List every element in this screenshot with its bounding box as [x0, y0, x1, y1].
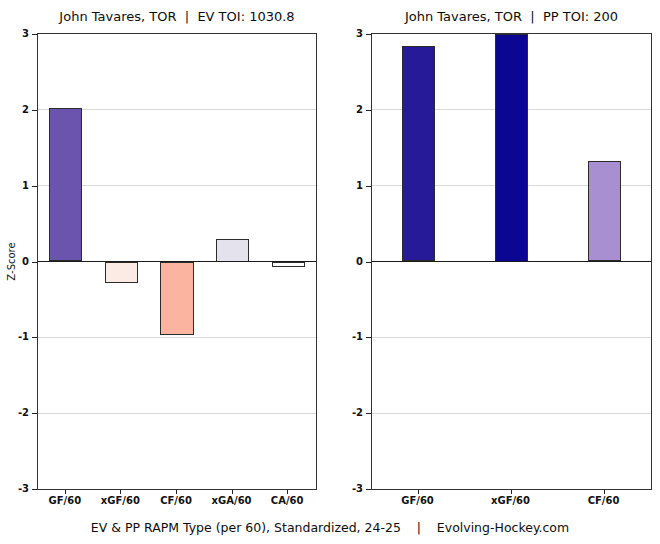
x-tick-mark: [65, 490, 66, 494]
pp-rapm-chart: John Tavares, TOR | PP TOI: 200 3210-1-2…: [371, 0, 652, 544]
y-tick-label: 3: [3, 27, 29, 41]
y-tick-mark: [32, 110, 37, 111]
zero-line: [38, 261, 316, 263]
x-tick-label: CF/60: [564, 495, 644, 506]
x-tick-mark: [232, 490, 233, 494]
y-tick-label: -1: [337, 330, 363, 344]
figure-caption: EV & PP RAPM Type (per 60), Standardized…: [0, 520, 660, 535]
rapm-figure: John Tavares, TOR | EV TOI: 1030.8 Z-Sco…: [0, 0, 660, 544]
y-tick-label: 0: [3, 255, 29, 269]
ev-plot-area: [37, 33, 317, 490]
y-tick-mark: [32, 337, 37, 338]
x-tick-mark: [176, 490, 177, 494]
x-tick-label: CA/60: [247, 495, 327, 506]
y-tick-label: -2: [3, 406, 29, 420]
pp-plot-area: [371, 33, 652, 490]
bar-ca-60: [272, 262, 305, 267]
bar-cf-60: [588, 161, 621, 261]
y-tick-label: 3: [337, 27, 363, 41]
bar-xgf-60: [495, 34, 528, 262]
y-tick-label: 1: [3, 179, 29, 193]
ev-rapm-chart: John Tavares, TOR | EV TOI: 1030.8 Z-Sco…: [37, 0, 317, 544]
y-tick-mark: [366, 262, 371, 263]
bar-xga-60: [216, 239, 249, 262]
gridline-y-1: [372, 337, 651, 338]
bar-gf-60: [49, 108, 82, 261]
gridline-y-2: [38, 413, 316, 414]
y-tick-label: -2: [337, 406, 363, 420]
x-tick-mark: [418, 490, 419, 494]
zero-line: [372, 261, 651, 263]
y-tick-mark: [366, 186, 371, 187]
x-tick-mark: [604, 490, 605, 494]
y-tick-label: 2: [337, 103, 363, 117]
x-tick-mark: [120, 490, 121, 494]
bar-gf-60: [402, 46, 435, 261]
y-tick-mark: [366, 413, 371, 414]
y-tick-label: -3: [3, 482, 29, 496]
x-tick-label: xGF/60: [471, 495, 551, 506]
pp-chart-title: John Tavares, TOR | PP TOI: 200: [351, 9, 660, 25]
y-tick-mark: [32, 489, 37, 490]
y-tick-mark: [366, 110, 371, 111]
y-tick-label: -3: [337, 482, 363, 496]
x-tick-label: GF/60: [378, 495, 458, 506]
y-tick-label: 0: [337, 255, 363, 269]
y-tick-mark: [32, 413, 37, 414]
y-tick-mark: [32, 186, 37, 187]
bar-xgf-60: [105, 262, 138, 284]
y-tick-mark: [32, 262, 37, 263]
gridline-y-1: [38, 337, 316, 338]
y-tick-mark: [366, 489, 371, 490]
y-tick-mark: [366, 34, 371, 35]
y-tick-mark: [366, 337, 371, 338]
x-tick-mark: [511, 490, 512, 494]
y-tick-label: -1: [3, 330, 29, 344]
y-tick-label: 2: [3, 103, 29, 117]
bar-cf-60: [160, 262, 193, 336]
y-tick-label: 1: [337, 179, 363, 193]
gridline-y-2: [372, 413, 651, 414]
x-tick-mark: [287, 490, 288, 494]
y-tick-mark: [32, 34, 37, 35]
ev-chart-title: John Tavares, TOR | EV TOI: 1030.8: [17, 9, 337, 25]
